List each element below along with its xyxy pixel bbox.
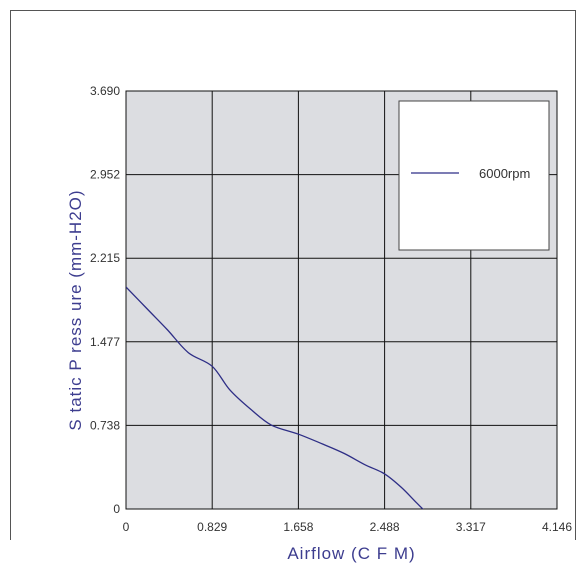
x-tick-label: 2.488	[370, 520, 400, 534]
series-line-6000rpm	[126, 286, 424, 509]
y-tick-label: 3.690	[90, 84, 120, 98]
y-tick-label: 0	[113, 502, 120, 516]
x-tick-label: 0.829	[197, 520, 227, 534]
y-axis-title: S tatic P ress ure (mm-H2O)	[66, 189, 85, 430]
y-tick-label: 0.738	[90, 418, 120, 432]
series-layer	[126, 286, 424, 509]
x-axis-title: Airflow (C F M)	[287, 544, 415, 563]
x-tick-label: 0	[123, 520, 130, 534]
y-tick-label: 2.215	[90, 251, 120, 265]
x-tick-label: 1.658	[283, 520, 313, 534]
x-tick-label: 4.146	[542, 520, 572, 534]
tick-labels: 0 0.829 1.658 2.488 3.317 4.146 0 0.738 1.477 2.2…	[90, 84, 572, 534]
y-tick-label: 2.952	[90, 168, 120, 182]
legend-box	[398, 100, 550, 251]
x-tick-label: 3.317	[456, 520, 486, 534]
y-tick-label: 1.477	[90, 335, 120, 349]
legend: 6000rpm	[398, 100, 550, 251]
legend-label-6000rpm: 6000rpm	[479, 166, 530, 181]
